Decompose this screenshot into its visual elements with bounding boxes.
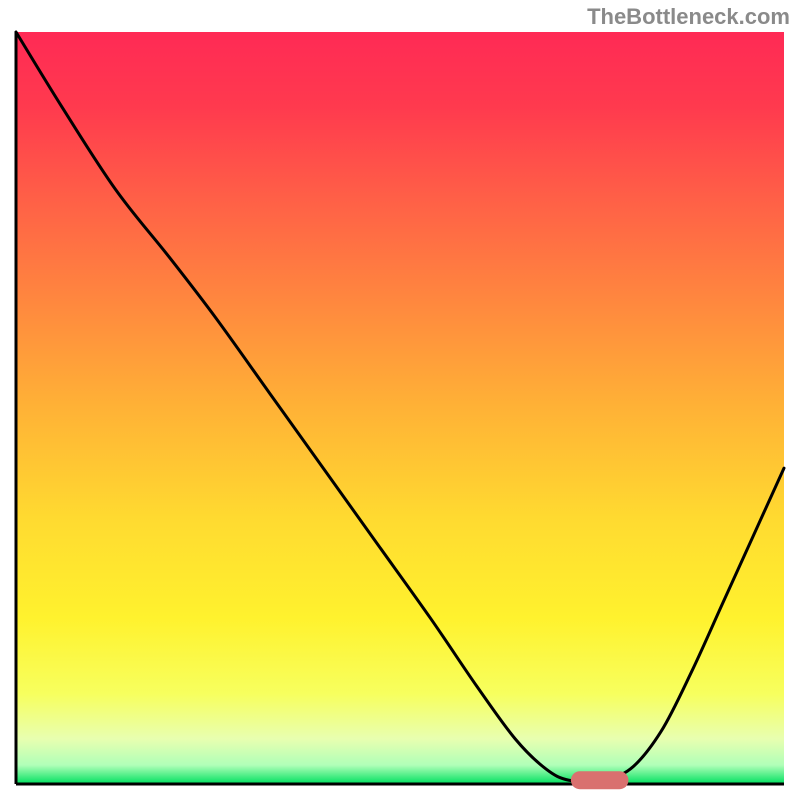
optimal-marker: [571, 771, 629, 789]
chart-container: TheBottleneck.com: [0, 0, 800, 800]
watermark-text: TheBottleneck.com: [587, 4, 790, 30]
plot-background: [16, 32, 784, 784]
bottleneck-chart: [0, 0, 800, 800]
